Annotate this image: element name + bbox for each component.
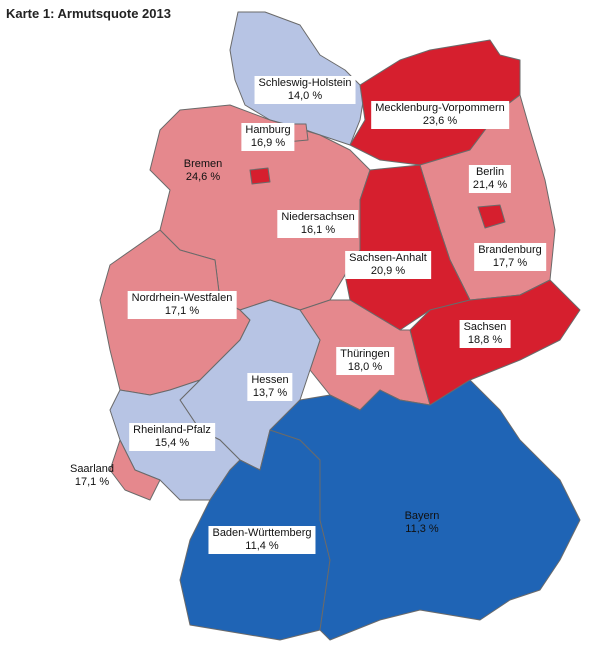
region-name: Niedersachsen (281, 211, 355, 223)
region-label: Nordrhein-Westfalen 17,1 % (127, 291, 237, 319)
region-name: Nordrhein-Westfalen (131, 292, 233, 304)
region-label: Niedersachsen 16,1 % (277, 210, 359, 238)
map-title: Karte 1: Armutsquote 2013 (6, 6, 171, 21)
region-name: Rheinland-Pfalz (133, 424, 211, 436)
region (477, 204, 506, 229)
region-value: 21,4 % (472, 179, 508, 191)
region-name: Bayern (404, 510, 440, 522)
region-value: 16,9 % (250, 137, 286, 149)
region-label: Sachsen-Anhalt 20,9 % (345, 251, 431, 279)
region-value: 18,0 % (347, 361, 383, 373)
region (109, 439, 161, 501)
region-label: Bremen 24,6 % (180, 157, 227, 185)
region-value: 24,6 % (185, 171, 221, 183)
region-label: Hamburg 16,9 % (241, 123, 295, 151)
region-name: Hessen (251, 374, 289, 386)
region-name: Hamburg (245, 124, 291, 136)
region-name: Schleswig-Holstein (258, 77, 352, 89)
region-value: 13,7 % (252, 387, 288, 399)
region-label: Bayern 11,3 % (401, 509, 444, 537)
region-label: Mecklenburg-Vorpommern 23,6 % (371, 101, 509, 129)
region-label: Hessen 13,7 % (247, 373, 293, 401)
region-name: Brandenburg (478, 244, 542, 256)
region-value: 17,1 % (164, 305, 200, 317)
region-label: Brandenburg 17,7 % (474, 243, 546, 271)
region-label: Rheinland-Pfalz 15,4 % (129, 423, 215, 451)
region-label: Saarland 17,1 % (66, 462, 118, 490)
region (269, 379, 581, 641)
region-name: Baden-Württemberg (212, 527, 312, 539)
region-value: 17,1 % (74, 476, 110, 488)
region-value: 11,4 % (245, 540, 279, 552)
region-name: Thüringen (340, 348, 390, 360)
region-name: Mecklenburg-Vorpommern (375, 102, 505, 114)
region-label: Berlin 21,4 % (468, 165, 512, 193)
region-value: 14,0 % (287, 90, 323, 102)
region-name: Sachsen (463, 321, 507, 333)
region-value: 11,3 % (405, 523, 439, 535)
region-value: 23,6 % (422, 115, 458, 127)
region-value: 15,4 % (154, 437, 190, 449)
region-name: Saarland (69, 463, 115, 475)
region-label: Baden-Württemberg 11,4 % (208, 526, 316, 554)
region-label: Schleswig-Holstein 14,0 % (254, 76, 356, 104)
region-label: Thüringen 18,0 % (336, 347, 394, 375)
region-label: Sachsen 18,8 % (459, 320, 511, 348)
region-name: Berlin (475, 166, 505, 178)
region-value: 17,7 % (492, 257, 528, 269)
region (344, 164, 471, 331)
region-value: 20,9 % (370, 265, 406, 277)
region-value: 18,8 % (467, 334, 503, 346)
region-value: 16,1 % (300, 224, 336, 236)
region-name: Sachsen-Anhalt (349, 252, 427, 264)
region-name: Bremen (183, 158, 223, 170)
region (249, 167, 271, 185)
